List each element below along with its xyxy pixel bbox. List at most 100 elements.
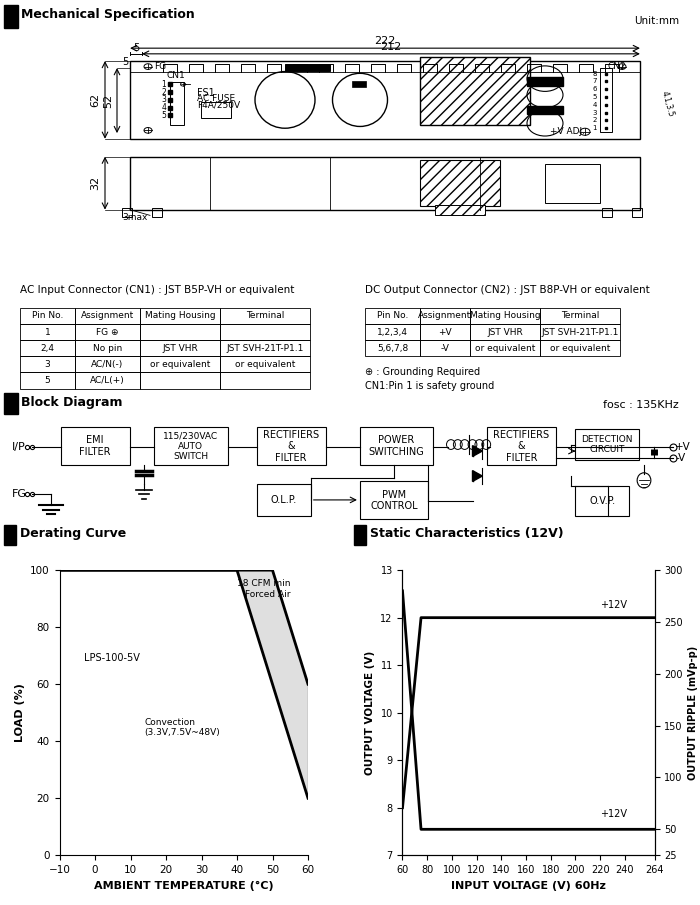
Text: 3: 3 [45, 360, 50, 369]
Bar [140, 340, 220, 357]
Text: Mating Housing: Mating Housing [470, 311, 540, 320]
Text: 2: 2 [161, 88, 166, 97]
Text: CN2: CN2 [608, 62, 626, 71]
Text: 62: 62 [90, 93, 100, 107]
Bar [75, 373, 140, 388]
Text: FG ⊕: FG ⊕ [97, 328, 119, 337]
Text: JST VHR: JST VHR [162, 344, 198, 353]
Text: or equivalent: or equivalent [234, 360, 295, 369]
Bar [257, 483, 311, 516]
Bar [4, 525, 16, 545]
Text: 52: 52 [103, 93, 113, 108]
Bar [130, 61, 640, 138]
Bar [220, 373, 310, 388]
Text: 1: 1 [161, 80, 166, 89]
Bar [152, 208, 162, 217]
Bar [122, 208, 132, 217]
Text: 5: 5 [161, 111, 166, 120]
Text: CN1:Pin 1 is safety ground: CN1:Pin 1 is safety ground [365, 381, 494, 391]
Text: 2: 2 [593, 118, 597, 123]
Bar [140, 308, 220, 324]
Bar [420, 340, 470, 357]
Bar [154, 427, 228, 465]
Bar [435, 205, 485, 214]
Bar [140, 373, 220, 388]
Bar [632, 208, 642, 217]
Text: AC/L(+): AC/L(+) [90, 376, 125, 385]
Text: AC FUSE: AC FUSE [197, 94, 235, 103]
Text: Block Diagram: Block Diagram [21, 395, 122, 409]
Text: ⊕ : Grounding Required: ⊕ : Grounding Required [365, 367, 480, 376]
Bar [20, 357, 75, 373]
Text: Mechanical Specification: Mechanical Specification [21, 8, 195, 21]
Text: 7: 7 [592, 79, 597, 84]
Text: FG: FG [154, 62, 166, 71]
Text: CN1: CN1 [167, 71, 186, 80]
Text: 222: 222 [374, 36, 395, 46]
Text: +V: +V [438, 328, 452, 337]
Text: 1: 1 [592, 125, 597, 131]
Y-axis label: LOAD (%): LOAD (%) [15, 683, 24, 742]
Text: 32: 32 [90, 176, 100, 190]
Bar [201, 102, 231, 118]
Text: RECTIFIERS
&
FILTER: RECTIFIERS & FILTER [494, 430, 550, 462]
Bar [352, 81, 366, 87]
Text: Static Characteristics (12V): Static Characteristics (12V) [370, 527, 564, 540]
Polygon shape [237, 570, 308, 798]
Bar [257, 427, 326, 465]
Text: or equivalent: or equivalent [550, 344, 610, 353]
Text: +12V: +12V [600, 600, 627, 610]
Polygon shape [473, 445, 482, 456]
Text: RECTIFIERS
&
FILTER: RECTIFIERS & FILTER [263, 430, 319, 462]
Bar [540, 308, 620, 324]
Text: Pin No.: Pin No. [32, 311, 63, 320]
Text: PWM
CONTROL: PWM CONTROL [370, 490, 418, 511]
Text: +V ADJ.: +V ADJ. [550, 127, 585, 136]
Text: AC Input Connector (CN1) : JST B5P-VH or equivalent: AC Input Connector (CN1) : JST B5P-VH or… [20, 284, 295, 295]
Bar [220, 308, 310, 324]
Text: DC Output Connector (CN2) : JST B8P-VH or equivalent: DC Output Connector (CN2) : JST B8P-VH o… [365, 284, 650, 295]
Text: AC/N(-): AC/N(-) [92, 360, 124, 369]
Bar [220, 324, 310, 340]
Text: +V: +V [676, 442, 691, 452]
Bar [575, 429, 639, 460]
Text: Mating Housing: Mating Housing [145, 311, 216, 320]
Text: 5: 5 [593, 94, 597, 100]
Polygon shape [473, 471, 482, 481]
Bar [140, 357, 220, 373]
Bar [420, 57, 530, 125]
Text: Convection
(3.3V,7.5V~48V): Convection (3.3V,7.5V~48V) [145, 718, 220, 738]
Text: JST SVH-21T-P1.1: JST SVH-21T-P1.1 [541, 328, 619, 337]
Bar [220, 357, 310, 373]
Bar [285, 64, 330, 71]
Text: 4.1,3.5: 4.1,3.5 [660, 90, 675, 118]
Bar [545, 164, 600, 203]
Bar [354, 525, 366, 545]
Bar [75, 324, 140, 340]
Text: 115/230VAC
AUTO
SWITCH: 115/230VAC AUTO SWITCH [163, 432, 218, 461]
Bar [130, 157, 640, 210]
Text: or equivalent: or equivalent [475, 344, 536, 353]
Bar [75, 308, 140, 324]
Bar [527, 77, 563, 86]
Bar [4, 5, 18, 28]
Text: 8: 8 [592, 71, 597, 77]
Text: -V: -V [676, 452, 685, 462]
Text: 1,2,3,4: 1,2,3,4 [377, 328, 408, 337]
X-axis label: INPUT VOLTAGE (V) 60Hz: INPUT VOLTAGE (V) 60Hz [451, 881, 606, 891]
Text: Assignment: Assignment [81, 311, 134, 320]
Text: Unit:mm: Unit:mm [634, 16, 679, 26]
Bar [365, 308, 420, 324]
Bar [420, 308, 470, 324]
Text: POWER
SWITCHING: POWER SWITCHING [369, 435, 424, 457]
Bar [75, 357, 140, 373]
Bar [602, 208, 612, 217]
Text: 4: 4 [161, 103, 166, 112]
Text: 6: 6 [592, 86, 597, 92]
Bar [540, 324, 620, 340]
Bar [4, 394, 18, 414]
Text: No pin: No pin [93, 344, 122, 353]
Text: -V: -V [440, 344, 449, 353]
Text: FS1: FS1 [197, 88, 215, 98]
Text: JST SVH-21T-P1.1: JST SVH-21T-P1.1 [226, 344, 304, 353]
